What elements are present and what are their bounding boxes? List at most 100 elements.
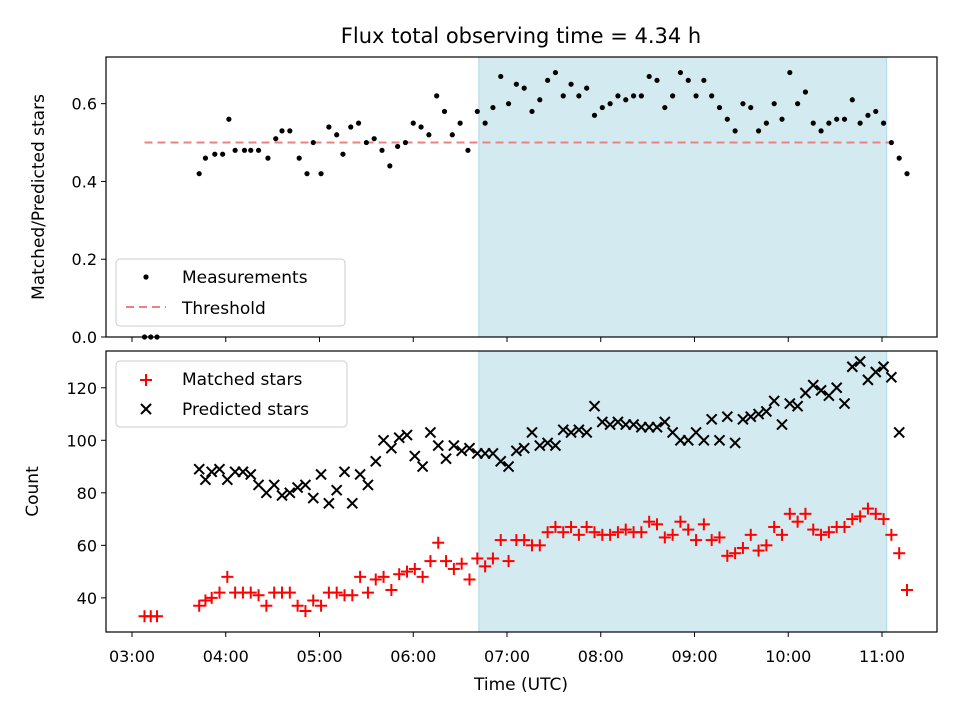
- matched-star-point: [533, 539, 546, 552]
- matched-star-point: [580, 520, 593, 533]
- measurement-point: [646, 73, 652, 80]
- top-x-ticks: [131, 337, 883, 342]
- matched-star-point: [299, 604, 312, 617]
- matched-star-point: [815, 528, 828, 541]
- predicted-star-point: [502, 460, 515, 473]
- matched-star-point: [744, 528, 757, 541]
- matched-star-point: [393, 568, 406, 581]
- measurement-point: [623, 97, 629, 103]
- matched-star-point: [377, 570, 390, 583]
- matched-star-point: [869, 507, 882, 520]
- measurement-point: [490, 104, 496, 111]
- measurement-point: [334, 132, 340, 138]
- predicted-star-point: [815, 384, 827, 397]
- matched-star-point: [635, 526, 648, 539]
- bottom-observing-window: [478, 350, 888, 633]
- measurement-point: [395, 143, 401, 150]
- measurement-point: [196, 171, 202, 177]
- chart-title: Flux total observing time = 4.34 h: [341, 24, 701, 48]
- measurement-point: [654, 77, 660, 83]
- predicted-star-point: [330, 484, 343, 496]
- predicted-star-point: [299, 479, 312, 491]
- predicted-star-point: [455, 445, 468, 457]
- predicted-star-point: [612, 416, 624, 428]
- measurement-point: [232, 147, 238, 153]
- predicted-star-point: [752, 408, 765, 420]
- predicted-star-point: [193, 463, 205, 475]
- top-y-ticks: 0.0 0.2 0.4 0.6: [72, 95, 106, 347]
- matched-star-point: [151, 610, 163, 623]
- measurement-point: [701, 77, 707, 83]
- legend-measurements-label: Measurements: [182, 268, 308, 288]
- measurement-point: [287, 128, 293, 134]
- bottom-y-ticks: 40 60 80 100 120: [66, 379, 106, 608]
- measurement-point: [880, 120, 887, 126]
- matched-star-point: [346, 589, 359, 602]
- predicted-star-point: [237, 466, 249, 478]
- predicted-star-point: [627, 418, 640, 431]
- x-axis-label: Time (UTC): [473, 675, 568, 695]
- matched-star-point: [199, 594, 212, 607]
- matched-star-point: [783, 507, 796, 520]
- matched-star-point: [408, 562, 421, 575]
- measurement-point: [248, 147, 254, 153]
- measurement-point: [371, 136, 377, 142]
- legend-predicted-label: Predicted stars: [182, 400, 309, 420]
- matched-star-point: [471, 552, 484, 565]
- matched-star-point: [440, 555, 453, 568]
- measurement-point: [763, 120, 769, 126]
- predicted-stars-points: [193, 355, 905, 510]
- measurement-point: [716, 104, 723, 111]
- measurement-point: [521, 85, 527, 91]
- matched-star-point: [822, 526, 835, 539]
- measurement-point: [212, 151, 218, 157]
- predicted-star-point: [791, 400, 804, 412]
- matched-star-point: [619, 523, 632, 536]
- x-tick-label: 03:00: [109, 647, 155, 666]
- predicted-star-point: [877, 361, 890, 373]
- predicted-star-point: [721, 410, 734, 423]
- matched-star-point: [807, 523, 820, 536]
- predicted-star-point: [323, 497, 335, 510]
- measurement-point: [273, 136, 279, 142]
- matched-star-point: [643, 515, 656, 528]
- measurement-point: [537, 97, 543, 103]
- measurement-point: [787, 69, 793, 76]
- measurement-point: [795, 101, 801, 107]
- measurement-point: [379, 147, 385, 153]
- measurement-point: [402, 139, 409, 146]
- legend-matched-label: Matched stars: [182, 370, 302, 390]
- predicted-star-point: [588, 400, 601, 412]
- matched-star-point: [244, 586, 257, 599]
- matched-star-point: [729, 547, 742, 560]
- predicted-star-point: [416, 460, 429, 473]
- measurement-point: [304, 171, 310, 177]
- predicted-star-point: [268, 479, 280, 491]
- matched-star-point: [604, 528, 617, 541]
- measurement-point: [896, 155, 902, 161]
- matched-star-point: [736, 541, 749, 554]
- bottom-panel: 40 60 80 100 120 03:00 04:00 05:00 06:00 07:00 08…: [23, 350, 938, 695]
- measurement-point: [865, 112, 871, 118]
- measurement-point: [326, 124, 332, 130]
- measurement-point: [255, 147, 262, 153]
- predicted-star-point: [893, 426, 905, 439]
- measurement-point: [591, 112, 598, 118]
- measurement-point: [545, 77, 551, 83]
- measurement-point: [662, 104, 668, 111]
- measurement-point: [826, 120, 832, 126]
- x-tick-label: 07:00: [484, 647, 530, 666]
- x-tick-label: 09:00: [671, 647, 717, 666]
- top-legend: Measurements Threshold: [115, 258, 346, 327]
- measurement-point: [888, 139, 894, 146]
- measurement-point: [202, 155, 209, 161]
- measurement-point: [410, 120, 416, 126]
- x-tick-label: 08:00: [578, 647, 624, 666]
- measurement-point: [615, 93, 621, 99]
- predicted-star-point: [362, 479, 374, 491]
- matched-star-point: [486, 552, 499, 565]
- predicted-star-point: [463, 442, 476, 454]
- predicted-star-point: [541, 437, 554, 449]
- predicted-star-point: [604, 418, 616, 431]
- measurement-point: [670, 93, 676, 99]
